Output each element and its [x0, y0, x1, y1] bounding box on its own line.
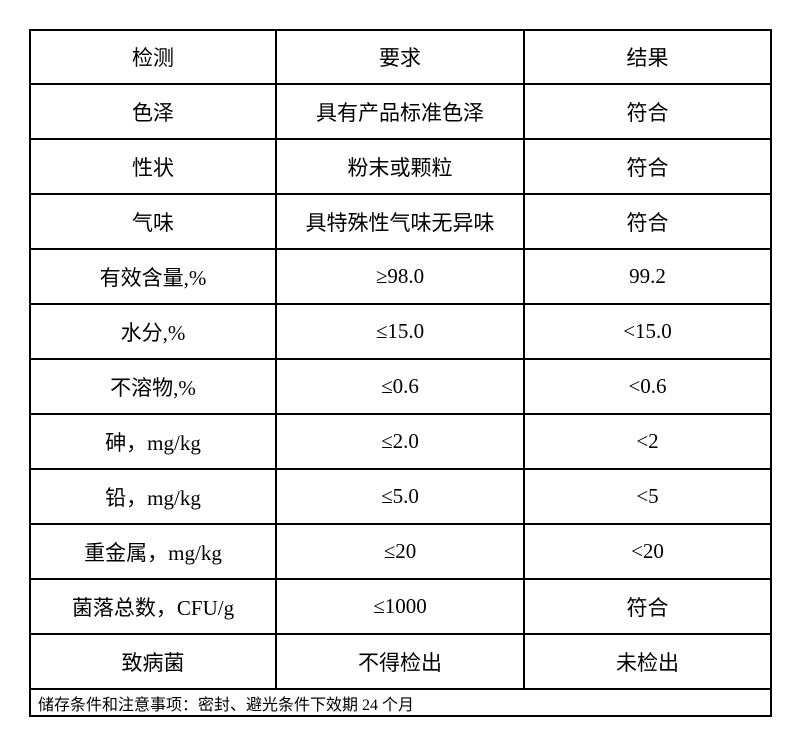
spec-table: 检测 要求 结果 色泽 具有产品标准色泽 符合 性状 粉末或颗粒 符合 气味 具… [29, 29, 772, 717]
table-row: 铅，mg/kg ≤5.0 <5 [29, 468, 772, 525]
table-row: 色泽 具有产品标准色泽 符合 [29, 83, 772, 140]
table-row: 致病菌 不得检出 未检出 [29, 633, 772, 690]
result-cell: 未检出 [523, 633, 772, 690]
table-row: 有效含量,% ≥98.0 99.2 [29, 248, 772, 305]
result-cell: <5 [523, 468, 772, 525]
header-cell-test: 检测 [29, 29, 277, 85]
result-cell: 符合 [523, 193, 772, 250]
item-cell: 砷，mg/kg [29, 413, 277, 470]
table-header-row: 检测 要求 结果 [29, 29, 772, 85]
requirement-cell: 具特殊性气味无异味 [275, 193, 525, 250]
header-cell-requirement: 要求 [275, 29, 525, 85]
table-row: 重金属，mg/kg ≤20 <20 [29, 523, 772, 580]
result-cell: 符合 [523, 578, 772, 635]
item-cell: 性状 [29, 138, 277, 195]
table-footer-row: 储存条件和注意事项：密封、避光条件下效期 24 个月 [29, 688, 772, 717]
table-row: 性状 粉末或颗粒 符合 [29, 138, 772, 195]
result-cell: <20 [523, 523, 772, 580]
item-cell: 菌落总数，CFU/g [29, 578, 277, 635]
result-cell: 符合 [523, 138, 772, 195]
item-cell: 铅，mg/kg [29, 468, 277, 525]
requirement-cell: 具有产品标准色泽 [275, 83, 525, 140]
requirement-cell: ≤1000 [275, 578, 525, 635]
item-cell: 色泽 [29, 83, 277, 140]
result-cell: <15.0 [523, 303, 772, 360]
item-cell: 气味 [29, 193, 277, 250]
item-cell: 致病菌 [29, 633, 277, 690]
header-cell-result: 结果 [523, 29, 772, 85]
table-row: 不溶物,% ≤0.6 <0.6 [29, 358, 772, 415]
requirement-cell: ≤0.6 [275, 358, 525, 415]
item-cell: 水分,% [29, 303, 277, 360]
requirement-cell: ≤20 [275, 523, 525, 580]
result-cell: <2 [523, 413, 772, 470]
result-cell: <0.6 [523, 358, 772, 415]
requirement-cell: ≥98.0 [275, 248, 525, 305]
item-cell: 重金属，mg/kg [29, 523, 277, 580]
requirement-cell: ≤2.0 [275, 413, 525, 470]
requirement-cell: ≤5.0 [275, 468, 525, 525]
table-row: 水分,% ≤15.0 <15.0 [29, 303, 772, 360]
requirement-cell: 粉末或颗粒 [275, 138, 525, 195]
result-cell: 99.2 [523, 248, 772, 305]
item-cell: 不溶物,% [29, 358, 277, 415]
result-cell: 符合 [523, 83, 772, 140]
requirement-cell: ≤15.0 [275, 303, 525, 360]
requirement-cell: 不得检出 [275, 633, 525, 690]
table-row: 菌落总数，CFU/g ≤1000 符合 [29, 578, 772, 635]
table-row: 气味 具特殊性气味无异味 符合 [29, 193, 772, 250]
item-cell: 有效含量,% [29, 248, 277, 305]
table-row: 砷，mg/kg ≤2.0 <2 [29, 413, 772, 470]
storage-note: 储存条件和注意事项：密封、避光条件下效期 24 个月 [29, 688, 772, 717]
